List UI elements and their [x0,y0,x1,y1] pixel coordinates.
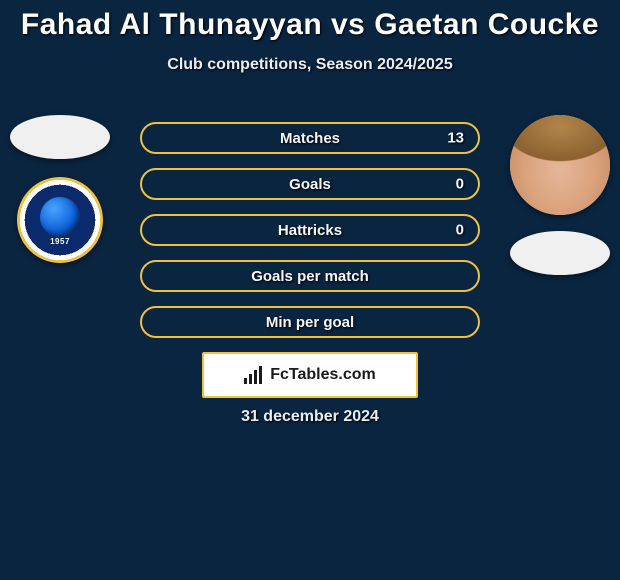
player-right-club-badge [510,231,610,275]
stat-label: Hattricks [278,222,342,239]
stats-list: Matches 13 Goals 0 Hattricks 0 Goals per… [140,122,480,352]
club-badge-ball-icon [40,197,80,237]
player-left-avatar [10,115,110,159]
bar-chart-icon [244,366,264,384]
player-right-column [510,115,610,275]
date-label: 31 december 2024 [0,408,620,426]
player-right-avatar [510,115,610,215]
stat-row-min-per-goal: Min per goal [140,306,480,338]
stat-row-goals-per-match: Goals per match [140,260,480,292]
stat-row-matches: Matches 13 [140,122,480,154]
stat-value: 0 [456,222,464,239]
club-badge-year: 1957 [50,237,70,246]
player-left-club-badge: 1957 [17,177,103,263]
stat-label: Goals per match [251,268,369,285]
stat-label: Min per goal [266,314,354,331]
stat-row-goals: Goals 0 [140,168,480,200]
page-title: Fahad Al Thunayyan vs Gaetan Coucke [0,0,620,42]
stat-label: Goals [289,176,331,193]
subtitle: Club competitions, Season 2024/2025 [0,56,620,74]
brand-box: FcTables.com [202,352,418,398]
brand-text: FcTables.com [270,366,376,384]
stat-value: 13 [447,130,464,147]
comparison-card: Fahad Al Thunayyan vs Gaetan Coucke Club… [0,0,620,580]
stat-row-hattricks: Hattricks 0 [140,214,480,246]
stat-value: 0 [456,176,464,193]
stat-label: Matches [280,130,340,147]
player-left-column: 1957 [10,115,110,263]
avatar-hair-icon [510,115,610,169]
